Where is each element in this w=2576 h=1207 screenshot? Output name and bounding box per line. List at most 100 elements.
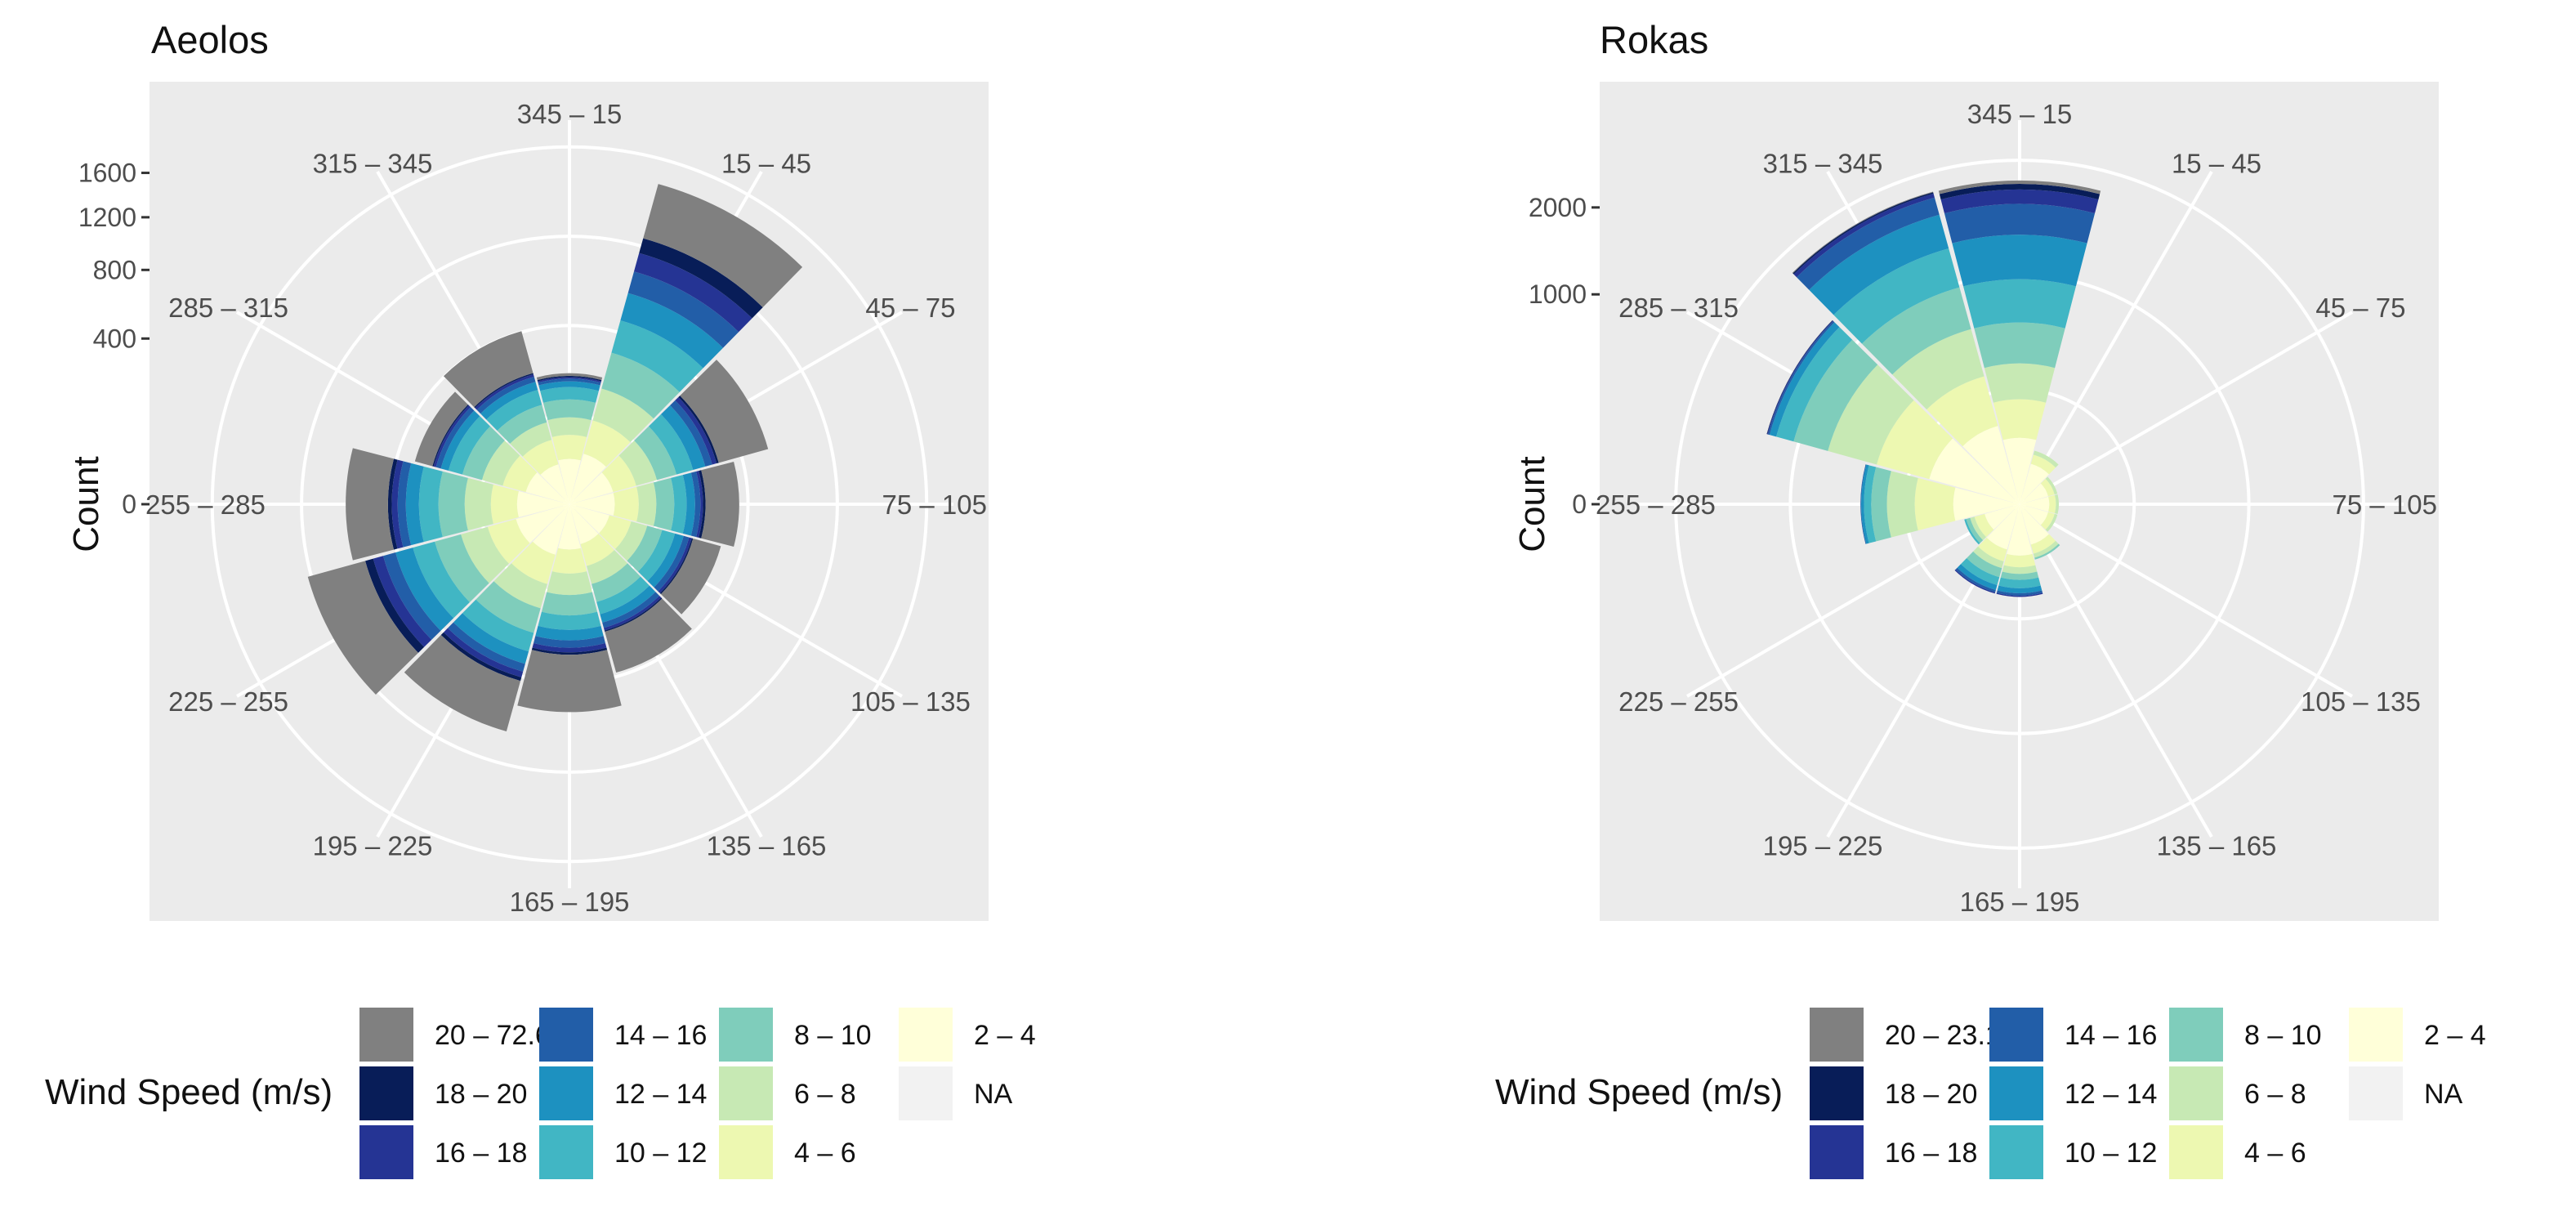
- y-ticks: 0 1000 2000: [1529, 193, 1600, 519]
- bar-segment-8-9: [307, 561, 418, 695]
- legend-swatch: [2349, 1066, 2403, 1120]
- direction-label: 315 – 345: [313, 149, 433, 179]
- bar-segment-6-0: [558, 504, 581, 550]
- bar-segment-10-7: [433, 405, 471, 467]
- bar-segment-8-7: [373, 556, 432, 647]
- y-ticks: 0 400 800 1200 1600: [78, 159, 150, 519]
- bar-segment-0-0: [2002, 437, 2037, 504]
- bar-segment-9-3: [1871, 467, 1891, 542]
- legend-swatch: [2169, 1125, 2223, 1179]
- bar-segment-4-1: [2040, 512, 2055, 530]
- bar-segment-10-4: [1776, 327, 1853, 442]
- bar-segment-11-1: [1926, 376, 1998, 447]
- direction-label: 255 – 285: [145, 490, 266, 520]
- bar-segment-4-0: [2020, 504, 2048, 525]
- bar-segment-0-3: [542, 399, 596, 421]
- bar-segment-10-2: [482, 440, 520, 486]
- bar-segment-5-3: [2034, 543, 2060, 560]
- bar-segment-3-1: [2048, 494, 2056, 514]
- bar-segment-9-3: [438, 471, 468, 538]
- bar-segment-6-8: [531, 647, 608, 655]
- bar-segment-1-5: [620, 293, 723, 369]
- legend-swatch: [719, 1008, 773, 1062]
- bar-segment-9-4: [418, 466, 443, 543]
- direction-label: 345 – 15: [1967, 99, 2072, 129]
- bar-segment-1-9: [643, 184, 803, 308]
- bar-segment-2-1: [601, 455, 636, 493]
- bar-segment-3-0: [2020, 496, 2050, 512]
- direction-label: 105 – 135: [2301, 686, 2421, 717]
- y-tick-label: 800: [93, 255, 136, 284]
- bar-segment-9-9: [346, 448, 394, 561]
- bar-segment-1-4: [611, 320, 703, 392]
- bar-segment-8-1: [487, 519, 530, 564]
- legend-item-label: 12 – 14: [614, 1079, 707, 1110]
- bar-segment-11-5: [480, 382, 538, 420]
- bar-segment-10-3: [1793, 339, 1878, 451]
- bar-segment-4-2: [615, 521, 648, 561]
- bar-segment-9-7: [391, 459, 404, 549]
- bar-segment-5-7: [603, 596, 662, 631]
- bar-segment-1-8: [639, 238, 763, 319]
- direction-label: 165 – 195: [510, 887, 630, 917]
- bar-segment-0-6: [1944, 203, 2096, 244]
- bar-segment-9-6: [397, 461, 412, 548]
- bar-segment-10-6: [435, 407, 475, 469]
- bar-segment-10-0: [525, 472, 569, 504]
- direction-label: 75 – 105: [2333, 490, 2437, 520]
- bar-segment-5-1: [2030, 534, 2056, 554]
- bar-segment-4-5: [647, 533, 684, 588]
- legend-title: Wind Speed (m/s): [1495, 1072, 1783, 1112]
- bar-segment-5-9: [605, 598, 692, 673]
- bar-segment-6-2: [547, 571, 592, 596]
- bar-segment-3-7: [696, 471, 703, 538]
- bar-segment-8-5: [395, 548, 454, 631]
- bar-segment-11-6: [1797, 197, 1940, 290]
- bar-segment-1-6: [627, 271, 739, 348]
- legend-item-label: NA: [2424, 1079, 2463, 1110]
- legend-title: Wind Speed (m/s): [45, 1072, 333, 1112]
- bar-segment-7-3: [475, 581, 541, 633]
- bar-segment-3-3: [653, 477, 675, 531]
- bar-segment-9-2: [1886, 471, 1918, 538]
- bar-segment-8-0: [1984, 504, 2020, 530]
- legend-item-label: 2 – 4: [2424, 1020, 2486, 1051]
- bar-segment-6-0: [2007, 504, 2033, 556]
- direction-labels: 345 – 15 15 – 45 45 – 75 75 – 105 105 – 135 1…: [1596, 99, 2437, 917]
- bar-segment-7-2: [1973, 546, 2004, 569]
- bar-segment-2-6: [670, 400, 712, 467]
- legend-swatch: [719, 1066, 773, 1120]
- bar-segment-8-1: [1974, 513, 1994, 538]
- legend-swatch: [2169, 1008, 2223, 1062]
- direction-label: 15 – 45: [2172, 149, 2261, 179]
- bar-segment-11-0: [540, 464, 569, 504]
- direction-label: 195 – 225: [1763, 830, 1883, 861]
- bar-segment-8-2: [1970, 516, 1987, 541]
- legend-item-label: NA: [974, 1079, 1013, 1110]
- bar-segment-7-6: [447, 622, 525, 672]
- legend-swatch: [359, 1125, 413, 1179]
- bar-segment-6-3: [541, 592, 598, 615]
- bar-segment-0-8: [537, 375, 602, 382]
- bar-segment-7-4: [462, 599, 534, 652]
- bar-segment-10-2: [1828, 364, 1914, 465]
- bar-segment-1-3: [601, 352, 680, 419]
- bar-segment-0-6: [538, 378, 601, 386]
- bar-segment-8-8: [365, 558, 425, 653]
- bar-segment-0-0: [558, 458, 581, 504]
- bar-segment-6-4: [538, 611, 601, 630]
- bar-segment-11-9: [443, 331, 534, 408]
- grid-spoke: [2019, 503, 2354, 698]
- bar-segment-7-6: [1955, 567, 1996, 592]
- bar-segment-5-0: [569, 504, 599, 544]
- bar-segment-11-1: [522, 440, 559, 475]
- bar-segment-9-1: [1914, 477, 1956, 531]
- bar-segment-3-5: [682, 472, 695, 536]
- bar-segment-7-7: [443, 628, 524, 677]
- bar-segment-0-3: [1974, 322, 2065, 369]
- bar-segment-6-5: [535, 625, 604, 641]
- legend-item-label: 18 – 20: [435, 1079, 527, 1110]
- bar-segment-3-2: [636, 482, 657, 526]
- bar-segment-6-2: [2002, 565, 2038, 574]
- bar-segment-9-8: [387, 458, 398, 550]
